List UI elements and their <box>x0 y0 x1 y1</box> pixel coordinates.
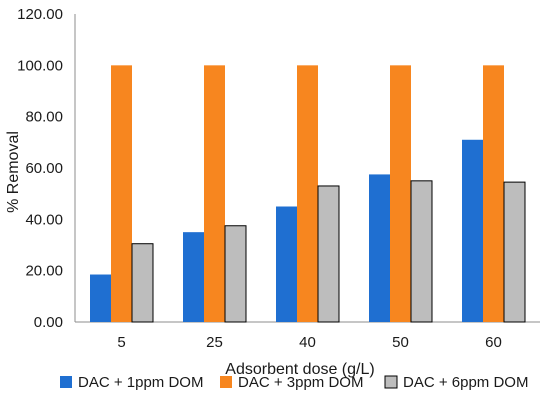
legend: DAC + 1ppm DOM DAC + 3ppm DOM DAC + 6ppm D… <box>60 374 528 391</box>
legend-label: DAC + 3ppm DOM <box>238 374 363 391</box>
bar-dac-3ppm-dom-5 <box>111 65 132 322</box>
legend-swatch <box>220 376 232 388</box>
bar-dac-6ppm-dom-50 <box>410 180 433 323</box>
y-axis-title: % Removal <box>5 131 22 213</box>
x-tick-label: 40 <box>299 334 316 351</box>
y-tick-label: 0.00 <box>34 314 63 331</box>
axis-labels: % Removal Adsorbent dose (g/L) <box>5 131 375 378</box>
bar-dac-1ppm-dom-25 <box>183 232 204 322</box>
y-tick-label: 120.00 <box>17 6 63 23</box>
bar-dac-1ppm-dom-40 <box>276 206 297 322</box>
x-tick-label: 5 <box>117 334 125 351</box>
bar-dac-6ppm-dom-5 <box>131 243 154 323</box>
legend-label: DAC + 1ppm DOM <box>78 374 203 391</box>
x-tick-label: 60 <box>485 334 502 351</box>
y-tick-label: 40.00 <box>25 211 63 228</box>
bar-dac-1ppm-dom-60 <box>462 139 483 322</box>
bar-dac-6ppm-dom-25 <box>224 225 247 323</box>
x-tick-label: 50 <box>392 334 409 351</box>
y-tick-label: 20.00 <box>25 263 63 280</box>
bar-dac-3ppm-dom-40 <box>297 65 318 322</box>
y-tick-label: 100.00 <box>17 57 63 74</box>
bar-dac-1ppm-dom-5 <box>90 274 111 322</box>
bar-dac-1ppm-dom-50 <box>369 174 390 322</box>
y-tick-label: 80.00 <box>25 109 63 126</box>
bar-dac-3ppm-dom-60 <box>483 65 504 322</box>
legend-swatch <box>384 375 398 389</box>
y-tick-label: 60.00 <box>25 160 63 177</box>
legend-swatch <box>60 376 72 388</box>
x-tick-label: 25 <box>206 334 223 351</box>
legend-label: DAC + 6ppm DOM <box>403 374 528 391</box>
bar-dac-3ppm-dom-25 <box>204 65 225 322</box>
bar-dac-6ppm-dom-60 <box>503 181 526 323</box>
bar-dac-6ppm-dom-40 <box>317 185 340 323</box>
x-axis-title: Adsorbent dose (g/L) <box>225 361 374 378</box>
bar-dac-3ppm-dom-50 <box>390 65 411 322</box>
bars <box>90 65 526 323</box>
